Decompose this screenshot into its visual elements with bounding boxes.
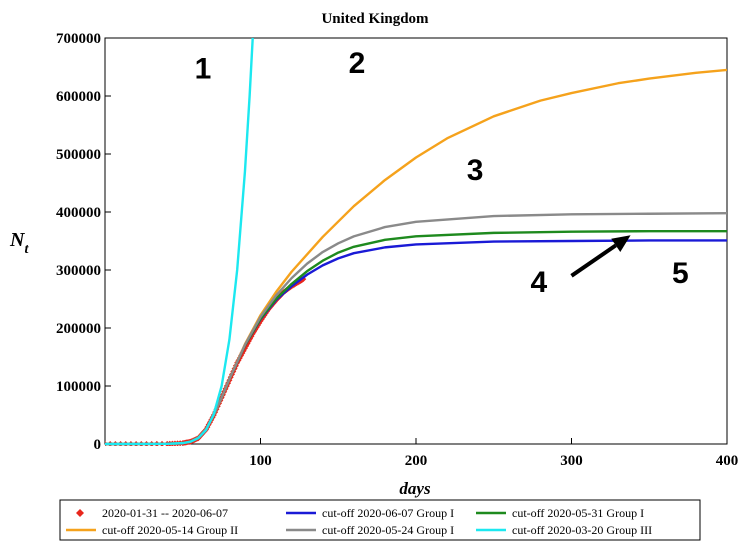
legend-marker (76, 509, 84, 517)
legend-label: 2020-01-31 -- 2020-06-07 (102, 506, 228, 520)
x-tick-label: 200 (405, 453, 428, 469)
series-group (105, 37, 727, 446)
y-tick-label: 700000 (56, 31, 101, 47)
legend-box (59, 499, 701, 541)
legend-item: cut-off 2020-06-07 Group I (286, 506, 454, 520)
series-line-1 (105, 239, 727, 446)
y-tick-label: 100000 (56, 379, 101, 395)
curve-number-label-2: 2 (349, 47, 366, 80)
legend-label: cut-off 2020-03-20 Group III (512, 523, 652, 537)
plot-area: 0 100000 200000 300000 400000 500000 600000 700… (56, 31, 738, 469)
series-line-3 (105, 68, 727, 446)
series-line-4 (105, 211, 727, 446)
legend-label: cut-off 2020-05-14 Group II (102, 523, 238, 537)
x-tick-label: 300 (560, 453, 583, 469)
y-axis-label: Nt (9, 229, 29, 257)
curve-number-label-1: 1 (195, 53, 212, 86)
legend-label: cut-off 2020-05-24 Group I (322, 523, 454, 537)
curve-number-label-3: 3 (467, 154, 484, 187)
legend-label: cut-off 2020-06-07 Group I (322, 506, 454, 520)
legend-item: cut-off 2020-05-14 Group II (66, 523, 238, 537)
legend-item: cut-off 2020-05-24 Group I (286, 523, 454, 537)
y-tick-label: 200000 (56, 321, 101, 337)
arrow-head (611, 235, 631, 252)
legend-item: cut-off 2020-03-20 Group III (476, 523, 652, 537)
legend: 2020-01-31 -- 2020-06-07 cut-off 2020-06-… (59, 499, 701, 541)
y-tick-label: 400000 (56, 205, 101, 221)
y-tick-label: 500000 (56, 147, 101, 163)
curve-number-label-4: 4 (531, 266, 548, 299)
legend-item: 2020-01-31 -- 2020-06-07 (76, 506, 228, 520)
y-tick-label: 600000 (56, 89, 101, 105)
x-tick-label: 100 (249, 453, 272, 469)
y-axis-label-main: N (9, 229, 26, 251)
legend-item: cut-off 2020-05-31 Group I (476, 506, 644, 520)
legend-label: cut-off 2020-05-31 Group I (512, 506, 644, 520)
y-tick-label: 300000 (56, 263, 101, 279)
series-line-5 (105, 37, 254, 446)
curve-number-label-5: 5 (672, 257, 689, 290)
y-tick-label: 0 (94, 437, 102, 453)
chart-title: United Kingdom (321, 11, 429, 27)
x-tick-label: 400 (716, 453, 739, 469)
arrow-shaft (570, 243, 617, 278)
x-axis-label: days (399, 479, 431, 498)
y-axis-label-subscript: t (24, 242, 29, 257)
series-line-2 (105, 229, 727, 446)
